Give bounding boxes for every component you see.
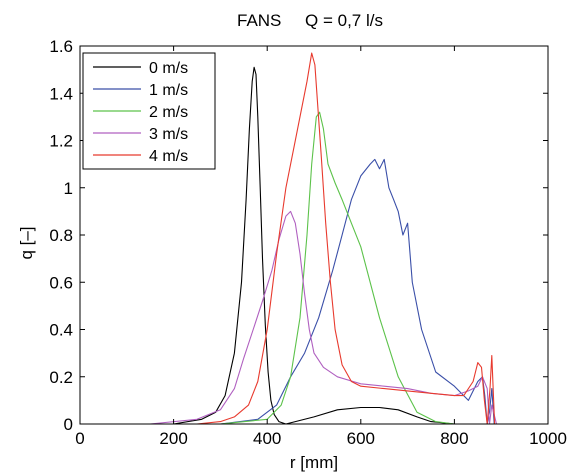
y-axis-title: q [–]: [17, 226, 36, 259]
series-line-4: [80, 52, 548, 425]
y-tick-label-6: 1.2: [49, 132, 73, 151]
x-tick-label-4: 800: [440, 429, 468, 448]
x-axis-title: r [mm]: [290, 453, 338, 472]
x-tick-label-0: 0: [75, 429, 84, 448]
y-tick-label-8: 1.6: [49, 37, 73, 56]
legend-label-2: 2 m/s: [149, 104, 188, 121]
y-axis: 0 0.2 0.4 0.6 0.8 1 1.2 1.4 1.6: [49, 37, 548, 434]
series-line-2: [80, 111, 502, 425]
y-tick-label-1: 0.2: [49, 368, 73, 387]
series-line-1: [80, 158, 548, 425]
x-tick-label-1: 200: [159, 429, 187, 448]
y-tick-label-3: 0.6: [49, 273, 73, 292]
legend-label-3: 3 m/s: [149, 126, 188, 143]
y-tick-label-7: 1.4: [49, 84, 73, 103]
series-line-0: [80, 66, 502, 425]
y-tick-label-0: 0: [64, 415, 73, 434]
legend: 0 m/s 1 m/s 2 m/s 3 m/s 4 m/s: [82, 52, 216, 170]
series-line-3: [80, 210, 548, 425]
x-tick-label-3: 600: [347, 429, 375, 448]
y-tick-label-2: 0.4: [49, 321, 73, 340]
legend-label-4: 4 m/s: [149, 148, 188, 165]
x-axis: 0 200 400 600 800 1000: [75, 46, 567, 448]
x-tick-label-2: 400: [253, 429, 281, 448]
series-layer: [80, 52, 548, 425]
x-tick-label-5: 1000: [529, 429, 567, 448]
y-tick-label-5: 1: [64, 179, 73, 198]
legend-label-1: 1 m/s: [149, 82, 188, 99]
legend-label-0: 0 m/s: [149, 60, 188, 77]
y-tick-label-4: 0.8: [49, 226, 73, 245]
chart-title: FANS Q = 0,7 l/s: [237, 11, 383, 30]
